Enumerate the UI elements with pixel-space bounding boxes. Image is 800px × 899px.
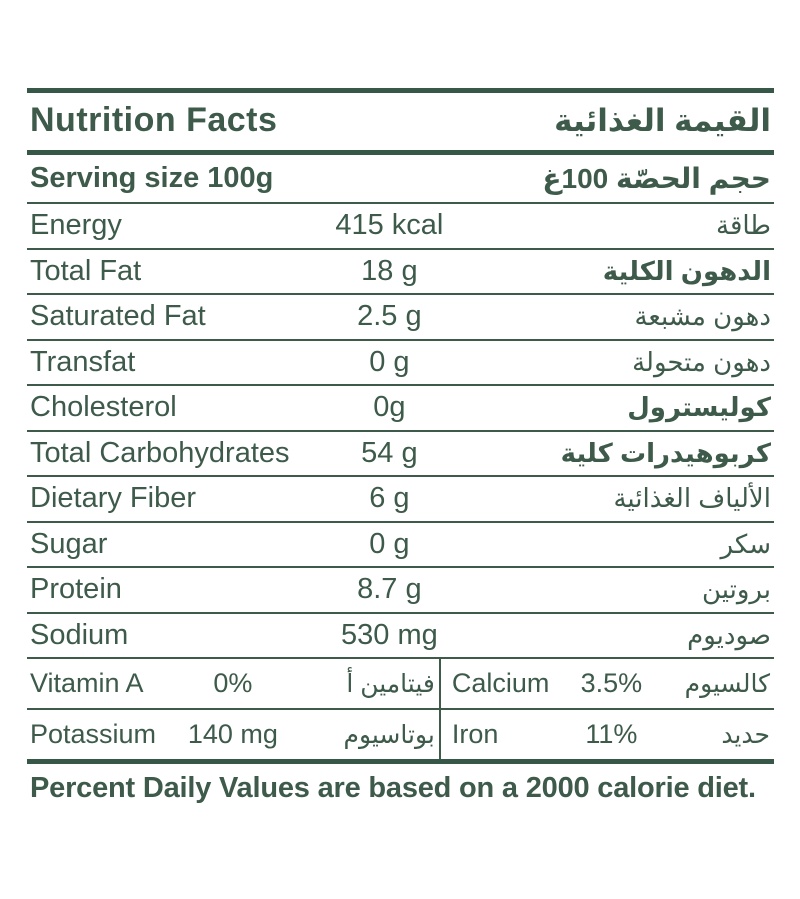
nutrient-row-saturated-fat: Saturated Fat 2.5 g دهون مشبعة	[27, 295, 774, 341]
nutrient-label-en: Potassium	[30, 719, 157, 749]
nutrient-value: 0g	[373, 391, 406, 424]
serving-size-arabic: حجم الحصّة 100غ	[542, 163, 771, 194]
nutrient-label-ar: صوديوم	[687, 619, 771, 650]
nutrient-label-ar: حديد	[721, 720, 770, 749]
nutrient-value: 0 g	[369, 345, 410, 378]
nutrient-value: 8.7 g	[357, 573, 422, 606]
nutrient-value: 54 g	[361, 436, 418, 469]
nutrient-label-en: Transfat	[30, 345, 136, 378]
micronutrient-cell-calcium: Calcium 3.5% كالسيوم	[440, 659, 774, 710]
nutrient-label-en: Dietary Fiber	[30, 482, 196, 515]
nutrient-row-sugar: Sugar 0 g سكر	[27, 523, 774, 568]
nutrient-label-en: Iron	[451, 719, 499, 749]
nutrient-value: 18 g	[361, 254, 418, 287]
nutrient-label-en: Cholesterol	[30, 391, 177, 424]
micronutrient-cell-vitamin-a: Vitamin A 0% فيتامين أ	[27, 659, 441, 710]
title-english: Nutrition Facts	[30, 101, 278, 139]
daily-values-note: Percent Daily Values are based on a 2000…	[27, 759, 774, 805]
serving-size-english: Serving size 100g	[30, 162, 274, 194]
nutrient-label-en: Total Carbohydrates	[30, 436, 290, 469]
nutrient-row-cholesterol: Cholesterol 0g كوليسترول	[27, 386, 774, 432]
nutrient-row-protein: Protein 8.7 g بروتين	[27, 568, 774, 614]
serving-size-row: Serving size 100g حجم الحصّة 100غ	[27, 155, 774, 204]
nutrient-row-dietary-fiber: Dietary Fiber 6 g الألياف الغذائية	[27, 477, 774, 523]
nutrient-row-sodium: Sodium 530 mg صوديوم	[27, 614, 774, 659]
nutrient-label-ar: الدهون الكلية	[602, 255, 771, 286]
micronutrient-cell-potassium: Potassium 140 mg بوتاسيوم	[27, 710, 441, 759]
nutrient-value: 11%	[585, 719, 638, 749]
title-arabic: القيمة الغذائية	[554, 102, 771, 138]
nutrient-label-ar: فيتامين أ	[346, 669, 435, 698]
nutrient-row-energy: Energy 415 kcal طاقة	[27, 204, 774, 250]
nutrient-label-ar: كوليسترول	[627, 392, 771, 423]
nutrient-label-ar: طاقة	[716, 210, 771, 241]
nutrition-facts-label: Nutrition Facts القيمة الغذائية Serving …	[27, 88, 774, 805]
nutrient-row-total-fat: Total Fat 18 g الدهون الكلية	[27, 250, 774, 295]
micronutrient-row-2: Potassium 140 mg بوتاسيوم Iron 11% حديد	[27, 710, 774, 759]
nutrient-row-transfat: Transfat 0 g دهون متحولة	[27, 341, 774, 386]
nutrient-label-en: Sugar	[30, 527, 108, 560]
nutrient-value: 6 g	[369, 482, 410, 515]
nutrient-label-en: Energy	[30, 209, 122, 242]
nutrient-label-ar: دهون مشبعة	[634, 301, 771, 332]
nutrient-label-en: Protein	[30, 573, 122, 606]
nutrient-label-ar: كالسيوم	[684, 669, 770, 698]
nutrient-label-en: Total Fat	[30, 254, 142, 287]
nutrient-label-en: Sodium	[30, 618, 129, 651]
micronutrient-cell-iron: Iron 11% حديد	[441, 710, 774, 759]
nutrient-label-ar: الألياف الغذائية	[613, 483, 771, 514]
micronutrient-row-1: Vitamin A 0% فيتامين أ Calcium 3.5% كالس…	[27, 659, 774, 710]
nutrient-label-ar: دهون متحولة	[632, 346, 771, 377]
label-header: Nutrition Facts القيمة الغذائية	[27, 93, 774, 155]
nutrient-value: 140 mg	[187, 719, 278, 749]
nutrient-value: 415 kcal	[335, 209, 444, 242]
nutrient-label-ar: بوتاسيوم	[343, 720, 435, 749]
nutrient-value: 2.5 g	[357, 300, 422, 333]
nutrient-value: 0 g	[369, 527, 410, 560]
nutrient-label-en: Calcium	[451, 668, 550, 698]
nutrient-label-en: Saturated Fat	[30, 300, 206, 333]
nutrient-label-en: Vitamin A	[30, 668, 144, 698]
nutrient-value: 0%	[213, 668, 253, 698]
nutrient-row-total-carbohydrates: Total Carbohydrates 54 g كربوهيدرات كلية	[27, 432, 774, 477]
nutrient-label-ar: سكر	[720, 528, 771, 559]
nutrient-label-ar: بروتين	[701, 574, 771, 605]
nutrient-value: 530 mg	[341, 618, 438, 651]
nutrient-value: 3.5%	[580, 668, 643, 698]
nutrient-label-ar: كربوهيدرات كلية	[560, 437, 771, 468]
top-rule	[27, 88, 774, 93]
